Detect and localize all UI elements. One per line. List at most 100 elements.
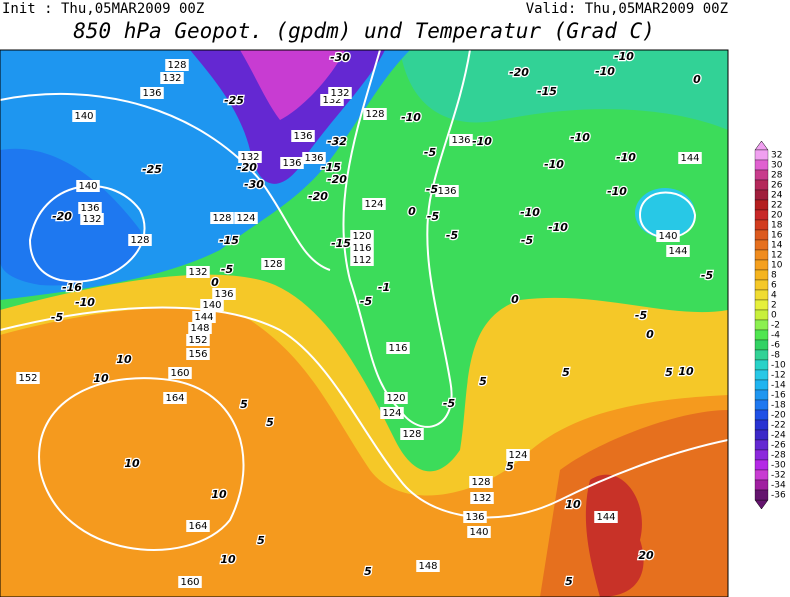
legend-label: -22 — [771, 421, 786, 431]
temperature-label: -20 — [509, 66, 529, 79]
temperature-label: 0 — [211, 276, 219, 289]
legend-swatch — [754, 379, 769, 391]
temperature-label: -5 — [701, 269, 714, 282]
geopotential-label: 124 — [508, 450, 527, 461]
geopotential-label-box — [467, 526, 491, 538]
temperature-label: -15 — [331, 237, 351, 250]
geopotential-label-box — [350, 230, 374, 242]
geopotential-label: 152 — [18, 373, 37, 384]
geopotential-label-box — [165, 59, 189, 71]
legend-label: -4 — [771, 331, 780, 341]
legend-label: -14 — [771, 381, 786, 391]
geopotential-label: 136 — [214, 289, 233, 300]
legend-swatch — [754, 369, 769, 381]
legend-swatch — [754, 179, 769, 191]
geopotential-label-box — [261, 258, 285, 270]
legend-label: 14 — [771, 241, 783, 251]
geopotential-label: 120 — [386, 393, 405, 404]
legend-swatch — [754, 319, 769, 331]
geopotential-label: 140 — [78, 181, 97, 192]
geopotential-label-box — [168, 367, 192, 379]
geopotential-label-box — [186, 334, 210, 346]
temperature-label: -5 — [51, 311, 64, 324]
temperature-label: -5 — [424, 146, 437, 159]
temperature-label: -10 — [520, 206, 540, 219]
temperature-label: -10 — [548, 221, 568, 234]
legend-swatch — [754, 459, 769, 471]
legend-swatch — [754, 349, 769, 361]
legend-swatch — [754, 489, 769, 501]
temperature-label: 10 — [93, 372, 109, 385]
legend-label: 26 — [771, 181, 783, 191]
temperature-label: -5 — [443, 397, 456, 410]
geopotential-label-box — [506, 449, 530, 461]
geopotential-label-box — [210, 212, 234, 224]
field-hot — [585, 474, 644, 597]
geopotential-label: 136 — [451, 135, 470, 146]
geopotential-label-box — [350, 254, 374, 266]
legend-label: 20 — [771, 211, 783, 221]
legend-swatch — [754, 279, 769, 291]
temperature-label: 10 — [211, 488, 227, 501]
geopotential-label-box — [192, 311, 216, 323]
geopotential-label: 144 — [596, 512, 615, 523]
geopotential-label-box — [302, 152, 326, 164]
temperature-label: -5 — [446, 229, 459, 242]
legend-swatch — [754, 399, 769, 411]
field-coldest — [240, 50, 345, 120]
temperature-label: -10 — [616, 151, 636, 164]
color-legend: 32302826242220181614121086420-2-4-6-8-10… — [754, 140, 786, 510]
legend-label: 22 — [771, 201, 782, 211]
geopotential-label-box — [160, 72, 184, 84]
geopotential-label-box — [128, 234, 152, 246]
geopotential-label-box — [178, 576, 202, 588]
geopotential-label-box — [328, 87, 352, 99]
geopotential-label-box — [666, 245, 690, 257]
legend-swatch — [754, 429, 769, 441]
geopotential-label: 140 — [658, 231, 677, 242]
geopotential-label: 136 — [142, 88, 161, 99]
geopotential-label: 132 — [162, 73, 181, 84]
geopotential-label: 124 — [364, 199, 383, 210]
legend-label: -28 — [771, 451, 786, 461]
geopotential-label-box — [350, 242, 374, 254]
geopotential-label: 136 — [304, 153, 323, 164]
temperature-label: 5 — [479, 375, 487, 388]
geopotential-label: 144 — [194, 312, 213, 323]
legend-label: -8 — [771, 351, 780, 361]
legend-label: -18 — [771, 401, 786, 411]
geopotential-label: 144 — [680, 153, 699, 164]
temperature-label: -30 — [330, 51, 350, 64]
temperature-label: -10 — [472, 135, 492, 148]
geopotential-label: 132 — [472, 493, 491, 504]
temperature-label: 10 — [565, 498, 581, 511]
geopotential-label-box — [400, 428, 424, 440]
geopotential-label: 128 — [130, 235, 149, 246]
legend-label: -12 — [771, 371, 786, 381]
geopotential-label-box — [656, 230, 680, 242]
temperature-label: 5 — [364, 565, 372, 578]
geopotential-label: 140 — [74, 111, 93, 122]
geopotential-label-box — [678, 152, 702, 164]
geopotential-label-box — [362, 198, 386, 210]
temperature-label: 10 — [678, 365, 694, 378]
valid-time: Valid: Thu,05MAR2009 00Z — [526, 1, 728, 17]
temperature-label: -15 — [537, 85, 557, 98]
geopotential-label: 112 — [352, 255, 371, 266]
temperature-label: -16 — [62, 281, 82, 294]
geopotential-label: 164 — [165, 393, 184, 404]
geopotential-label-box — [435, 185, 459, 197]
field-very-cold — [190, 50, 385, 184]
geopotential-label-box — [72, 110, 96, 122]
legend-swatch — [754, 299, 769, 311]
legend-label: 32 — [771, 151, 782, 161]
temperature-label: 0 — [693, 73, 701, 86]
geopotential-label: 128 — [471, 477, 490, 488]
geopotential-label: 140 — [469, 527, 488, 538]
geopotential-label-box — [212, 288, 236, 300]
temperature-label: 5 — [506, 460, 514, 473]
legend-swatch — [754, 309, 769, 321]
legend-swatch — [754, 409, 769, 421]
temperature-label: 0 — [646, 328, 654, 341]
legend-label: 0 — [771, 311, 777, 321]
